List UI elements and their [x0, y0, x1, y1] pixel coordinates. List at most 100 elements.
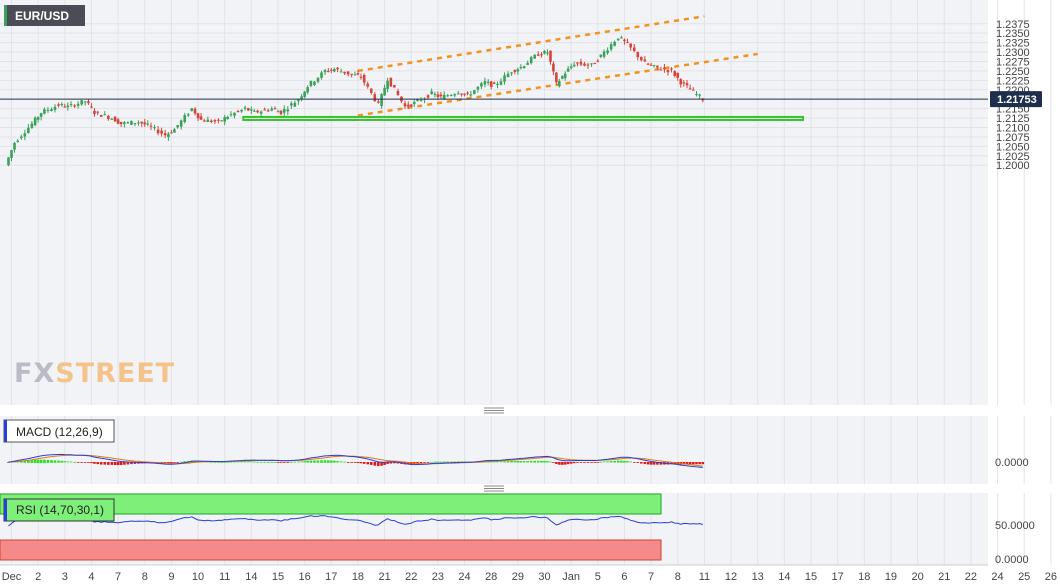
macd-histogram-bar [76, 462, 80, 463]
candle-body [526, 62, 529, 65]
candle-body [483, 81, 487, 85]
macd-histogram-bar [701, 462, 705, 465]
symbol-accent [4, 5, 7, 26]
macd-histogram-bar [217, 461, 220, 463]
candle-body [519, 67, 523, 69]
candle-body [313, 81, 316, 85]
candle-body [23, 133, 27, 137]
candle-body [426, 95, 430, 98]
candle-body [327, 71, 330, 73]
candle-body [529, 57, 533, 64]
candle-body [563, 73, 567, 79]
candle-body [433, 93, 437, 95]
candle-body [133, 123, 137, 125]
price-tick-label: 1.2375 [996, 19, 1030, 31]
date-tick-label: 20 [911, 571, 923, 583]
price-tick-label: 1.2300 [996, 47, 1030, 59]
macd-histogram-bar [433, 461, 437, 463]
date-tick-label: 24 [991, 571, 1003, 583]
candle-body [87, 101, 90, 104]
candle-body [416, 99, 419, 101]
macd-histogram-bar [406, 462, 410, 465]
candle-body [695, 93, 698, 95]
candle-body [343, 71, 346, 74]
macd-histogram-bar [540, 460, 543, 463]
candle-body [659, 69, 663, 71]
candle-body [137, 122, 140, 124]
macd-histogram-bar [353, 462, 357, 463]
macd-histogram-bar [492, 461, 496, 463]
macd-histogram-bar [596, 462, 600, 463]
candle-body [463, 93, 466, 95]
rsi-resize-handle[interactable] [484, 485, 504, 492]
date-tick-label: 21 [938, 571, 950, 583]
macd-histogram-bar [293, 461, 297, 463]
macd-histogram-bar [273, 461, 277, 463]
candle-body [536, 54, 540, 56]
macd-histogram-bar [629, 461, 633, 463]
macd-histogram-bar [640, 462, 643, 464]
macd-pane[interactable] [0, 416, 988, 484]
ascending-channel-upper [357, 14, 705, 73]
date-tick-label: 15 [805, 571, 817, 583]
macd-line [8, 453, 703, 468]
macd-histogram-bar [590, 462, 593, 463]
candle-body [685, 83, 689, 86]
macd-histogram-bar [27, 460, 30, 463]
candle-body [240, 109, 243, 112]
price-pane[interactable] [0, 0, 988, 405]
candle-body [33, 117, 37, 126]
date-tick-label: 14 [245, 571, 257, 583]
macd-histogram-bar [609, 461, 613, 463]
macd-histogram-bar [632, 462, 636, 463]
candle-body [46, 109, 50, 111]
candle-body [620, 37, 623, 39]
macd-histogram-bar [96, 462, 100, 465]
rsi-axis-50: 50.0000 [995, 520, 1035, 532]
macd-histogram-bar [356, 462, 360, 463]
candle-body [330, 69, 333, 71]
candle-body [116, 119, 120, 124]
candle-body [170, 132, 173, 134]
candle-body [496, 83, 499, 85]
macd-histogram-bar [436, 461, 440, 463]
macd-histogram-bar [636, 462, 640, 463]
macd-histogram-bar [80, 462, 83, 463]
candle-body [670, 68, 673, 70]
candle-body [546, 52, 549, 54]
date-tick-label: 9 [168, 571, 174, 583]
date-tick-label: Dec [2, 571, 22, 583]
macd-histogram-bar [213, 461, 217, 463]
date-axis[interactable]: Dec 2 3 4 7 8 9 10 11 14 15 16 17 18 21 22 23 24 28 29 30 Jan… [2, 571, 1057, 583]
candle-body [676, 72, 680, 78]
macd-histogram-bar [116, 462, 120, 466]
date-tick-label: 15 [272, 571, 284, 583]
candle-body [646, 63, 650, 65]
macd-resize-handle[interactable] [484, 407, 504, 414]
candle-body [69, 103, 73, 105]
candle-body [442, 94, 446, 100]
candle-body [183, 115, 187, 122]
macd-histogram-bar [123, 462, 126, 465]
date-tick-label: 26 [1045, 571, 1057, 583]
date-tick-label: 8 [675, 571, 681, 583]
macd-histogram-bar [343, 461, 346, 463]
candle-body [377, 101, 380, 103]
candle-body [673, 71, 677, 76]
candle-body [243, 107, 247, 109]
symbol-badge[interactable] [4, 5, 85, 26]
candle-body [247, 108, 250, 111]
candle-body [270, 108, 274, 111]
macd-histogram-bar [23, 460, 27, 463]
candle-body [253, 110, 256, 112]
candle-body [196, 113, 200, 119]
candle-body [93, 110, 96, 114]
candle-body [199, 116, 203, 120]
macd-histogram-bar [253, 461, 256, 463]
candle-body [346, 71, 350, 75]
macd-histogram-bar [250, 461, 253, 463]
date-tick-label: Jan [562, 571, 580, 583]
candle-body [153, 127, 156, 129]
macd-histogram-bar [286, 462, 290, 463]
candle-body [590, 63, 593, 65]
